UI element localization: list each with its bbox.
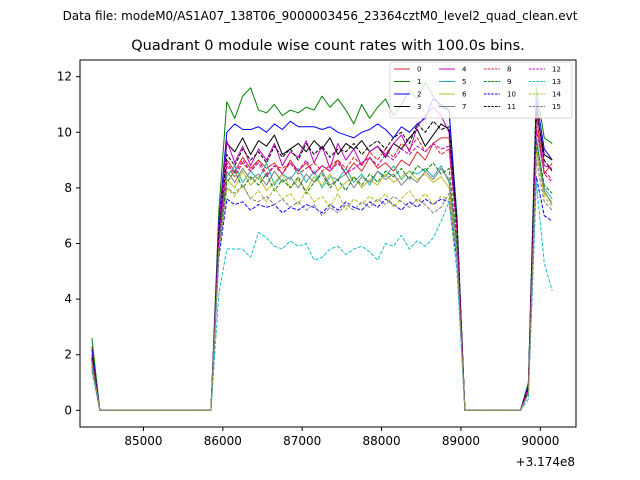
legend-label-12: 12 [552,66,561,74]
legend-frame [389,61,573,119]
legend-label-9: 9 [507,78,511,86]
legend-label-10: 10 [507,91,516,99]
y-tick-label: 2 [64,348,72,362]
legend-label-5: 5 [462,78,466,86]
x-tick-label: 88000 [362,434,400,448]
x-tick-label: 86000 [204,434,242,448]
y-tick-label: 6 [64,237,72,251]
legend-label-11: 11 [507,103,516,111]
legend-label-14: 14 [552,91,561,99]
x-tick-label: 90000 [521,434,559,448]
y-tick-label: 10 [57,125,72,139]
x-tick-label: 87000 [283,434,321,448]
series-line-15 [91,159,553,411]
y-tick-label: 0 [64,403,72,417]
y-tick-label: 4 [64,292,72,306]
legend-label-3: 3 [417,103,421,111]
x-axis-offset-label: +3.174e8 [516,455,575,469]
legend-label-2: 2 [417,91,421,99]
legend-label-13: 13 [552,78,561,86]
y-tick-label: 8 [64,181,72,195]
legend-label-1: 1 [417,78,421,86]
legend-label-6: 6 [462,91,467,99]
y-tick-label: 12 [57,70,72,84]
legend-label-7: 7 [462,103,466,111]
plot-area [91,81,553,411]
x-tick-label: 85000 [124,434,162,448]
x-tick-label: 89000 [442,434,480,448]
chart-title: Quadrant 0 module wise count rates with … [131,38,525,54]
legend-label-4: 4 [462,66,467,74]
legend-label-8: 8 [507,66,511,74]
figure-suptitle: Data file: modeM0/AS1A07_138T06_90000034… [63,9,578,23]
legend-label-15: 15 [552,103,561,111]
legend-label-0: 0 [417,66,421,74]
